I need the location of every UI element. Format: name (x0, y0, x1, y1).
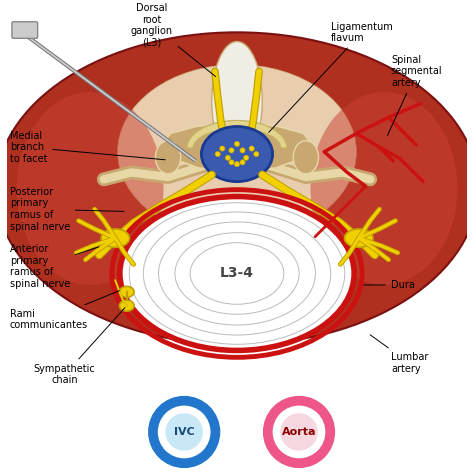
Circle shape (244, 155, 249, 160)
Ellipse shape (212, 42, 262, 161)
Ellipse shape (201, 127, 273, 182)
Ellipse shape (17, 92, 164, 285)
Circle shape (249, 146, 255, 151)
FancyBboxPatch shape (12, 22, 37, 38)
Circle shape (219, 146, 225, 151)
Text: Ligamentum
flavum: Ligamentum flavum (269, 21, 393, 132)
Text: Rami
communicantes: Rami communicantes (9, 291, 119, 330)
Ellipse shape (119, 286, 134, 297)
Ellipse shape (119, 300, 134, 311)
Text: IVC: IVC (174, 427, 194, 437)
Ellipse shape (0, 32, 474, 345)
Ellipse shape (155, 141, 181, 174)
Circle shape (229, 160, 234, 165)
Circle shape (234, 162, 240, 167)
Text: Dorsal
root
ganglion
(L3): Dorsal root ganglion (L3) (131, 3, 216, 76)
Circle shape (240, 148, 245, 153)
Circle shape (165, 413, 203, 451)
Circle shape (153, 401, 215, 463)
Circle shape (215, 152, 220, 157)
Circle shape (229, 148, 234, 153)
Text: Medial
branch
to facet: Medial branch to facet (9, 130, 165, 164)
Text: Spinal
segmental
artery: Spinal segmental artery (387, 55, 443, 136)
Circle shape (280, 413, 318, 451)
Text: L3-4: L3-4 (220, 266, 254, 281)
Circle shape (240, 160, 245, 165)
Text: Dura: Dura (364, 280, 415, 290)
Circle shape (254, 152, 259, 157)
Polygon shape (187, 120, 287, 148)
Ellipse shape (120, 197, 354, 350)
Text: Posterior
primary
ramus of
spinal nerve: Posterior primary ramus of spinal nerve (9, 187, 124, 232)
Circle shape (234, 141, 240, 146)
Ellipse shape (345, 229, 373, 247)
Text: Aorta: Aorta (282, 427, 316, 437)
Ellipse shape (310, 92, 457, 285)
Ellipse shape (118, 64, 356, 239)
Text: Sympathetic
chain: Sympathetic chain (34, 308, 125, 385)
Circle shape (268, 401, 330, 463)
Ellipse shape (101, 229, 129, 247)
Text: Anterior
primary
ramus of
spinal nerve: Anterior primary ramus of spinal nerve (9, 244, 99, 289)
Circle shape (225, 155, 230, 160)
Text: Lumbar
artery: Lumbar artery (370, 335, 428, 374)
Polygon shape (159, 122, 315, 173)
Ellipse shape (293, 141, 319, 174)
